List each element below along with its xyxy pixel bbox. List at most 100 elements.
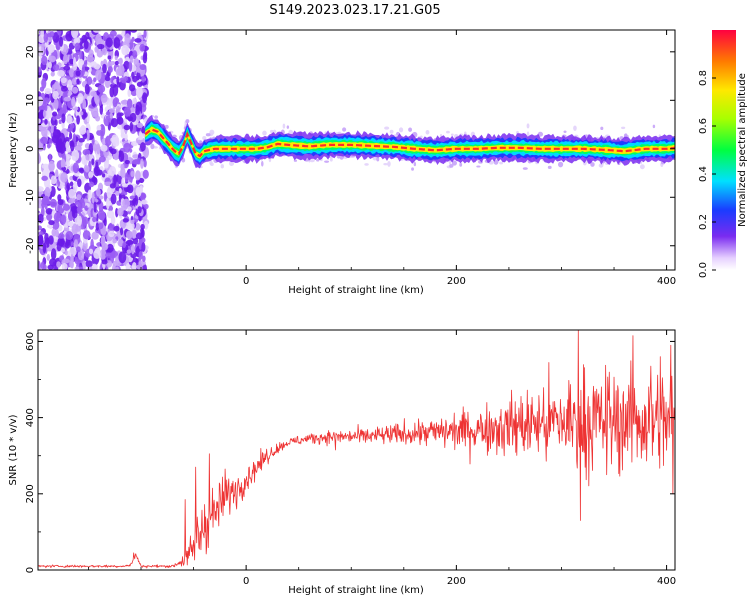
snr-plot-area [38,330,675,569]
noise-speck [451,160,457,166]
noise-speck [68,68,75,78]
x-tick-label: 200 [447,276,466,287]
noise-speck [71,86,79,94]
noise-speck [286,125,290,129]
noise-speck [124,172,130,183]
noise-speck [142,52,148,64]
colorbar: 0.0 0.2 0.4 0.6 0.8 Normalized spectral ampl… [698,30,748,278]
noise-speck [309,159,315,163]
noise-speck [42,242,47,254]
noise-speck [96,50,104,58]
noise-speck [71,30,79,39]
noise-speck [38,231,44,236]
noise-speck [476,165,481,168]
noise-speck [99,86,103,98]
noise-speck [87,189,92,202]
noise-speck [85,260,93,268]
noise-speck [141,242,146,252]
figure-title: S149.2023.023.17.21.G05 [269,3,440,18]
noise-speck [48,55,57,63]
noise-speck [136,81,143,87]
snr-ylabel: SNR (10 * v/v) [8,414,19,485]
noise-speck [142,255,146,262]
noise-speck [52,32,60,43]
noise-speck [74,266,80,270]
noise-speck [135,109,140,116]
noise-speck [112,264,116,270]
noise-speck [411,167,414,171]
noise-speck [135,170,141,181]
noise-speck [135,232,144,240]
noise-speck [75,246,81,253]
noise-speck [38,152,41,164]
noise-speck [134,222,141,231]
noise-speck [449,164,454,168]
noise-speck [446,130,450,134]
noise-speck [384,126,390,130]
noise-speck [522,167,528,170]
noise-speck [69,181,74,187]
noise-speck [76,206,82,215]
noise-speck [122,218,129,223]
noise-speck [91,158,95,166]
noise-speck [107,55,112,60]
noise-speck [88,49,94,58]
noise-speck [135,186,142,198]
noise-speck [61,166,67,171]
noise-speck [105,252,113,258]
noise-speck [136,122,143,129]
noise-speck [38,234,44,247]
noise-speck [69,140,75,152]
noise-speck [118,251,127,264]
noise-speck [76,115,80,125]
noise-speck [79,168,85,174]
noise-speck [99,212,105,221]
x-tick-label: 400 [657,576,676,587]
noise-speck [63,136,70,143]
noise-speck [64,250,68,256]
noise-speck [69,132,73,140]
colorbar-tick-label: 0.6 [698,118,709,134]
noise-speck [143,30,147,39]
noise-speck [132,97,137,104]
noise-speck [77,249,85,261]
noise-speck [262,130,267,136]
noise-speck [86,55,95,63]
noise-speck [209,129,215,136]
noise-speck [57,199,64,205]
y-tick-label: 400 [25,408,36,427]
noise-speck [60,172,68,183]
noise-speck [127,108,131,115]
noise-speck [621,126,626,130]
noise-speck [499,161,504,165]
noise-speck [100,144,108,152]
noise-speck [150,143,155,150]
noise-speck [126,249,132,254]
noise-speck [364,163,369,166]
noise-speck [99,104,104,115]
x-tick-label: 0 [243,276,249,287]
noise-speck [125,239,134,246]
colorbar-tick-label: 0.0 [698,262,709,278]
x-tick-label: 0 [243,576,249,587]
noise-speck [43,97,50,105]
noise-speck [137,206,142,214]
noise-speck [108,108,116,114]
noise-speck [135,86,143,98]
noise-speck [44,118,48,125]
noise-speck [125,186,130,192]
noise-speck [90,238,94,251]
noise-speck [108,222,115,231]
noise-speck [130,244,135,255]
noise-speck [127,88,132,98]
noise-speck [93,63,101,70]
noise-speck [413,161,417,167]
noise-speck [73,181,78,193]
noise-speck [50,175,57,185]
noise-speck [77,178,82,188]
noise-speck [135,101,143,112]
noise-speck [106,243,114,253]
noise-speck [103,217,107,227]
noise-speck [128,84,136,92]
noise-speck [72,162,79,174]
